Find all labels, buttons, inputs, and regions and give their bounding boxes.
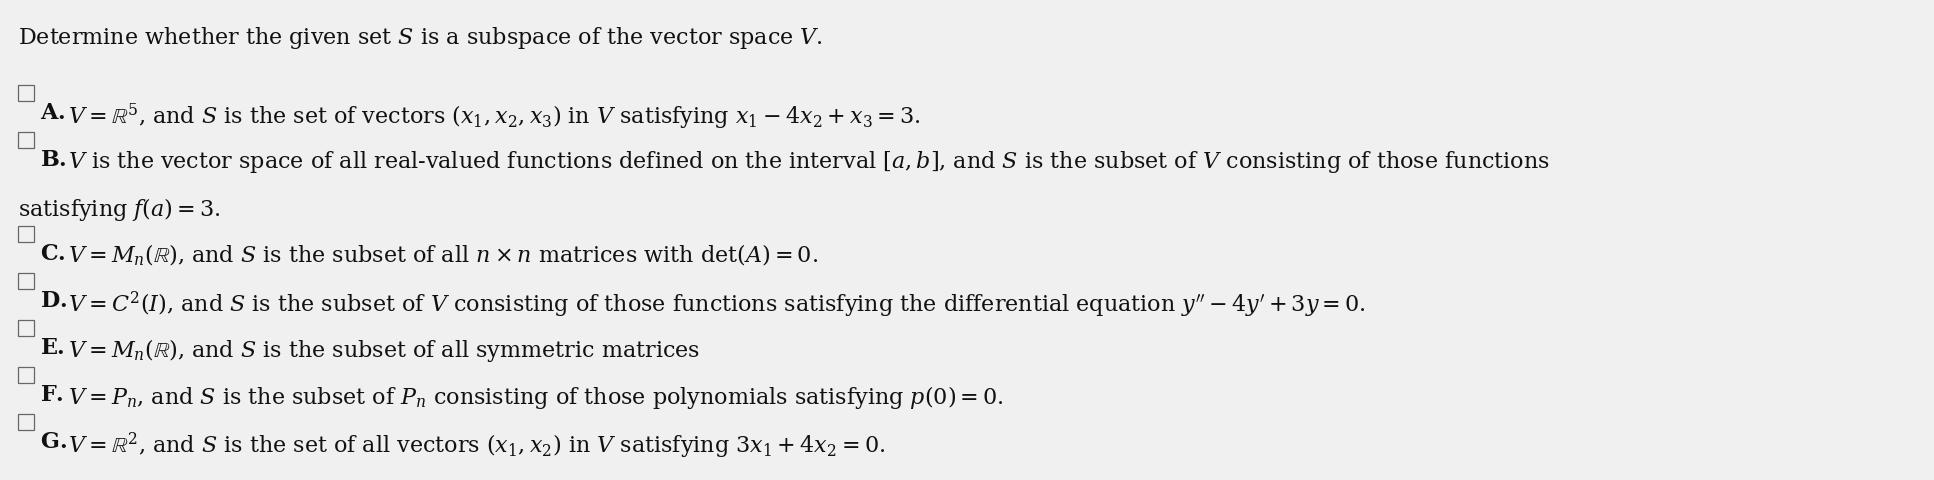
Text: $V = C^2(I)$, and $S$ is the subset of $V$ consisting of those functions satisfy: $V = C^2(I)$, and $S$ is the subset of $… bbox=[68, 290, 1365, 320]
Text: $V = \mathbb{R}^5$, and $S$ is the set of vectors $(x_1, x_2, x_3)$ in $V$ satis: $V = \mathbb{R}^5$, and $S$ is the set o… bbox=[68, 102, 921, 132]
FancyBboxPatch shape bbox=[17, 132, 35, 147]
Text: $\mathbf{G.}$: $\mathbf{G.}$ bbox=[41, 431, 68, 453]
Text: $V = P_n$, and $S$ is the subset of $P_n$ consisting of those polynomials satisf: $V = P_n$, and $S$ is the subset of $P_n… bbox=[68, 384, 1004, 411]
Text: $V = M_n(\mathbb{R})$, and $S$ is the subset of all $n \times n$ matrices with $: $V = M_n(\mathbb{R})$, and $S$ is the su… bbox=[68, 243, 818, 268]
Text: satisfying $f(a) = 3$.: satisfying $f(a) = 3$. bbox=[17, 196, 220, 223]
FancyBboxPatch shape bbox=[17, 320, 35, 336]
FancyBboxPatch shape bbox=[17, 367, 35, 383]
Text: $\mathbf{C.}$: $\mathbf{C.}$ bbox=[41, 243, 66, 265]
Text: $V$ is the vector space of all real-valued functions defined on the interval $[a: $V$ is the vector space of all real-valu… bbox=[68, 149, 1549, 175]
FancyBboxPatch shape bbox=[17, 414, 35, 430]
Text: $\mathbf{A.}$: $\mathbf{A.}$ bbox=[41, 102, 66, 124]
Text: $\mathbf{F.}$: $\mathbf{F.}$ bbox=[41, 384, 64, 406]
Text: Determine whether the given set $S$ is a subspace of the vector space $V$.: Determine whether the given set $S$ is a… bbox=[17, 25, 822, 51]
Text: $V = M_n(\mathbb{R})$, and $S$ is the subset of all symmetric matrices: $V = M_n(\mathbb{R})$, and $S$ is the su… bbox=[68, 337, 700, 364]
Text: $V = \mathbb{R}^2$, and $S$ is the set of all vectors $(x_1, x_2)$ in $V$ satisf: $V = \mathbb{R}^2$, and $S$ is the set o… bbox=[68, 431, 886, 461]
FancyBboxPatch shape bbox=[17, 84, 35, 101]
FancyBboxPatch shape bbox=[17, 273, 35, 288]
FancyBboxPatch shape bbox=[17, 226, 35, 241]
Text: $\mathbf{D.}$: $\mathbf{D.}$ bbox=[41, 290, 68, 312]
Text: $\mathbf{E.}$: $\mathbf{E.}$ bbox=[41, 337, 66, 359]
Text: $\mathbf{B.}$: $\mathbf{B.}$ bbox=[41, 149, 66, 171]
